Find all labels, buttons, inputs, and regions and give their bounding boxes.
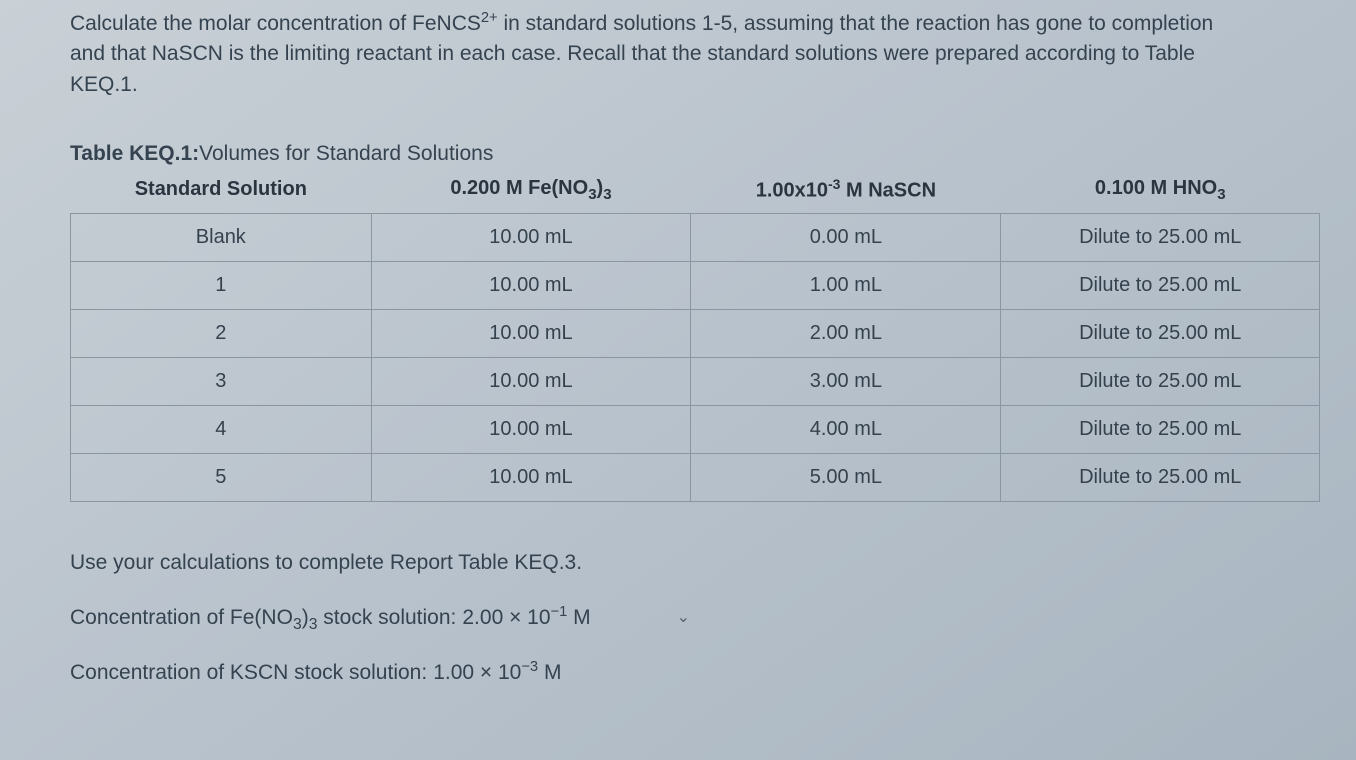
table-header-row: Standard Solution 0.200 M Fe(NO3)3 1.00x… (71, 168, 1320, 213)
table-cell: 2 (71, 309, 372, 357)
conc-kscn-row: Concentration of KSCN stock solution: 1.… (70, 646, 1326, 701)
table-cell: 4.00 mL (691, 405, 1001, 453)
table-cell: Dilute to 25.00 mL (1001, 357, 1320, 405)
table-cell: 3.00 mL (691, 357, 1001, 405)
kv-sup: −3 (521, 659, 538, 675)
conc-fe-value: 2.00 × 10−1 M (462, 591, 590, 646)
conc-fe-label: Concentration of Fe(NO3)3 stock solution… (70, 591, 456, 646)
table-cell: Dilute to 25.00 mL (1001, 405, 1320, 453)
table-row: 410.00 mL4.00 mLDilute to 25.00 mL (71, 405, 1320, 453)
table-row: 510.00 mL5.00 mLDilute to 25.00 mL (71, 453, 1320, 501)
q-line3: KEQ.1. (70, 73, 138, 96)
q-line2: and that NaSCN is the limiting reactant … (70, 42, 1195, 65)
table-title: Table KEQ.1:Volumes for Standard Solutio… (70, 142, 1326, 166)
kv-post: M (538, 661, 561, 684)
table-row: 110.00 mL1.00 mLDilute to 25.00 mL (71, 261, 1320, 309)
fe-pre: Concentration of Fe(NO (70, 606, 293, 629)
table-cell: 2.00 mL (691, 309, 1001, 357)
table-cell: 10.00 mL (371, 357, 691, 405)
table-cell: 10.00 mL (371, 213, 691, 261)
q-line1-sup: 2+ (481, 10, 498, 26)
h3-pre: 1.00x10 (756, 180, 828, 202)
table-title-text: Volumes for Standard Solutions (199, 142, 493, 165)
table-cell: 3 (71, 357, 372, 405)
instruction-text: Use your calculations to complete Report… (70, 536, 1326, 591)
table-cell: Dilute to 25.00 mL (1001, 309, 1320, 357)
question-text: Calculate the molar concentration of FeN… (70, 8, 1326, 100)
h2-s1: 3 (588, 186, 596, 203)
kv-pre: 1.00 × 10 (433, 661, 521, 684)
table-row: 210.00 mL2.00 mLDilute to 25.00 mL (71, 309, 1320, 357)
fe-post: stock solution: (317, 606, 456, 629)
fe-mid: ) (302, 606, 309, 629)
table-cell: Dilute to 25.00 mL (1001, 213, 1320, 261)
table-cell: 1.00 mL (691, 261, 1001, 309)
col-header-nascn: 1.00x10-3 M NaSCN (691, 168, 1001, 213)
h3-post: M NaSCN (840, 180, 936, 202)
col-header-hno3: 0.100 M HNO3 (1001, 168, 1320, 213)
col-header-fe: 0.200 M Fe(NO3)3 (371, 168, 691, 213)
table-cell: 1 (71, 261, 372, 309)
h3-sup: -3 (828, 176, 840, 192)
table-cell: 5.00 mL (691, 453, 1001, 501)
fev-sup: −1 (551, 604, 568, 620)
table-row: 310.00 mL3.00 mLDilute to 25.00 mL (71, 357, 1320, 405)
chevron-down-icon[interactable]: ⌄ (677, 597, 690, 639)
below-block: Use your calculations to complete Report… (70, 536, 1326, 700)
q-line1-post: in standard solutions 1-5, assuming that… (498, 12, 1214, 35)
col-header-solution: Standard Solution (71, 168, 372, 213)
table-cell: Blank (71, 213, 372, 261)
standard-solutions-table: Standard Solution 0.200 M Fe(NO3)3 1.00x… (70, 168, 1320, 502)
conc-kscn-label: Concentration of KSCN stock solution: (70, 646, 427, 701)
conc-kscn-value: 1.00 × 10−3 M (433, 646, 561, 701)
table-cell: 5 (71, 453, 372, 501)
h2-pre: 0.200 M Fe(NO (450, 177, 588, 199)
fe-s1: 3 (293, 616, 302, 633)
table-cell: Dilute to 25.00 mL (1001, 261, 1320, 309)
table-cell: 10.00 mL (371, 405, 691, 453)
table-row: Blank10.00 mL0.00 mLDilute to 25.00 mL (71, 213, 1320, 261)
h4-pre: 0.100 M HNO (1095, 177, 1217, 199)
table-cell: 4 (71, 405, 372, 453)
fev-pre: 2.00 × 10 (462, 606, 550, 629)
table-cell: 0.00 mL (691, 213, 1001, 261)
fev-post: M (567, 606, 590, 629)
table-title-label: Table KEQ.1: (70, 142, 199, 165)
q-line1-pre: Calculate the molar concentration of FeN… (70, 12, 481, 35)
conc-fe-row: Concentration of Fe(NO3)3 stock solution… (70, 591, 1326, 646)
h4-sub: 3 (1217, 186, 1225, 203)
table-cell: 10.00 mL (371, 261, 691, 309)
table-cell: 10.00 mL (371, 309, 691, 357)
table-cell: Dilute to 25.00 mL (1001, 453, 1320, 501)
h2-s2: 3 (603, 186, 611, 203)
table-cell: 10.00 mL (371, 453, 691, 501)
